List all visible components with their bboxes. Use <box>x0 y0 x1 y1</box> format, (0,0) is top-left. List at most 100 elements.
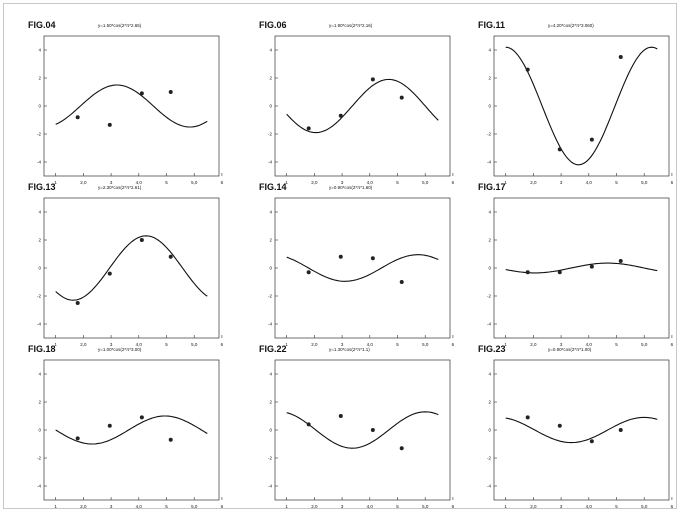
y-tick-label: 0 <box>269 266 272 271</box>
x-tick-label: 5,0 <box>641 180 648 185</box>
x-tick-label: 2,0 <box>80 504 87 509</box>
x-tick-label: 3 <box>560 180 563 185</box>
x-tick-label: 3 <box>110 342 113 347</box>
x-tick-label: 5 <box>165 342 168 347</box>
y-tick-label: 4 <box>269 372 272 377</box>
x-tick-label: 6 <box>221 342 224 347</box>
x-tick-label: 3 <box>560 504 563 509</box>
x-tick-label: 4,0 <box>586 342 593 347</box>
y-tick-label: 4 <box>488 210 491 215</box>
data-point <box>306 270 311 275</box>
y-tick-label: -2 <box>487 294 491 299</box>
data-point <box>338 113 343 118</box>
plot-frame <box>43 35 220 177</box>
x-tick-label: 5 <box>615 504 618 509</box>
data-point <box>370 256 375 261</box>
x-tick-label: 3 <box>560 342 563 347</box>
data-point <box>618 55 623 59</box>
y-tick-label: -4 <box>37 322 41 327</box>
x-tick-label: 2,0 <box>311 180 318 185</box>
y-tick-label: -2 <box>268 456 272 461</box>
data-point <box>589 264 594 269</box>
y-tick-label: 2 <box>38 76 41 81</box>
panel-title: FIG.23 <box>478 344 506 354</box>
x-tick-label: 5,0 <box>641 342 648 347</box>
plot-frame <box>43 197 220 339</box>
x-tick-label: 2,0 <box>80 180 87 185</box>
data-point <box>399 446 404 451</box>
fit-curve <box>505 46 658 166</box>
y-tick-label: 4 <box>38 48 41 53</box>
y-tick-label: -4 <box>268 160 272 165</box>
data-point <box>75 436 80 441</box>
chart-panel: FIG.04 y=1.50*cos(2*π*2.65) 4 2 0 -2 -4 1 2,0 3 4,… <box>28 20 224 185</box>
x-tick-label: 1 <box>504 180 507 185</box>
x-tick-label: 1 <box>54 504 57 509</box>
fit-curve <box>286 254 439 282</box>
y-tick-label: -4 <box>268 484 272 489</box>
y-tick-label: 4 <box>38 372 41 377</box>
chart-panel: FIG.18 y=1.00*cos(2*π*3.00) 4 2 0 -2 -4 1 2,0 3 4,… <box>28 344 224 509</box>
x-tick-label: 6 <box>671 180 674 185</box>
data-point <box>306 126 311 131</box>
data-point <box>107 271 112 276</box>
y-tick-label: -4 <box>37 484 41 489</box>
y-tick-label: -2 <box>37 132 41 137</box>
data-point <box>75 115 80 120</box>
panel-subtitle: y=1.50*cos(2*π*2.65) <box>98 23 142 28</box>
x-tick-label: 4,0 <box>586 180 593 185</box>
plot-frame <box>274 197 451 339</box>
figure-frame: FIG.04 y=1.50*cos(2*π*2.65) 4 2 0 -2 -4 1 2,0 3 4,… <box>3 3 677 509</box>
x-tick-label: 1 <box>285 180 288 185</box>
data-point <box>338 254 343 259</box>
y-tick-label: -4 <box>487 160 491 165</box>
x-tick-label: 1 <box>504 342 507 347</box>
panel-title: FIG.14 <box>259 182 287 192</box>
data-point <box>107 122 112 127</box>
x-tick-label: 3 <box>341 342 344 347</box>
x-tick-label: 3 <box>341 504 344 509</box>
x-tick-label: 6 <box>221 504 224 509</box>
chart-grid: FIG.04 y=1.50*cos(2*π*2.65) 4 2 0 -2 -4 1 2,0 3 4,… <box>28 20 674 509</box>
plot-frame <box>274 359 451 501</box>
chart-panel: FIG.11 y=4.20*cos(2*π*3.060) 4 2 0 -2 -4 1 2,0 3 4… <box>478 20 674 185</box>
data-point <box>618 259 623 263</box>
data-point <box>139 91 144 96</box>
x-tick-label: 5,0 <box>422 504 429 509</box>
data-point <box>399 95 404 100</box>
y-tick-label: 0 <box>488 428 491 433</box>
y-tick-label: -4 <box>37 160 41 165</box>
data-point <box>557 270 562 275</box>
y-tick-label: 0 <box>488 104 491 109</box>
x-tick-label: 4,0 <box>586 504 593 509</box>
x-tick-label: 6 <box>221 180 224 185</box>
y-tick-label: 0 <box>488 266 491 271</box>
panel-subtitle: y=0.90*cos(2*π*1.00) <box>548 347 592 352</box>
x-tick-label: 1 <box>504 504 507 509</box>
y-tick-label: 2 <box>38 238 41 243</box>
x-tick-label: 4,0 <box>367 504 374 509</box>
y-tick-label: 0 <box>269 104 272 109</box>
x-tick-label: 4,0 <box>367 342 374 347</box>
y-tick-label: 2 <box>488 238 491 243</box>
x-tick-label: 5 <box>615 180 618 185</box>
x-tick-label: 5,0 <box>191 180 198 185</box>
x-tick-label: 5 <box>165 504 168 509</box>
x-tick-label: 2,0 <box>80 342 87 347</box>
data-point <box>589 137 594 142</box>
x-tick-label: 5 <box>165 180 168 185</box>
x-tick-label: 3 <box>341 180 344 185</box>
x-tick-label: 2,0 <box>311 342 318 347</box>
x-tick-label: 5 <box>396 342 399 347</box>
y-tick-label: -4 <box>487 484 491 489</box>
data-point <box>168 437 173 442</box>
y-tick-label: -2 <box>268 132 272 137</box>
x-tick-label: 1 <box>285 504 288 509</box>
y-tick-label: 2 <box>269 76 272 81</box>
x-tick-label: 2,0 <box>530 342 537 347</box>
x-tick-label: 1 <box>285 342 288 347</box>
chart-panel: FIG.17 4 2 0 -2 -4 1 2,0 3 4,0 5 5,0 6 <box>478 182 674 347</box>
panel-subtitle: y=1.00*cos(2*π*3.00) <box>98 347 142 352</box>
y-tick-label: -4 <box>487 322 491 327</box>
x-tick-label: 6 <box>452 342 455 347</box>
